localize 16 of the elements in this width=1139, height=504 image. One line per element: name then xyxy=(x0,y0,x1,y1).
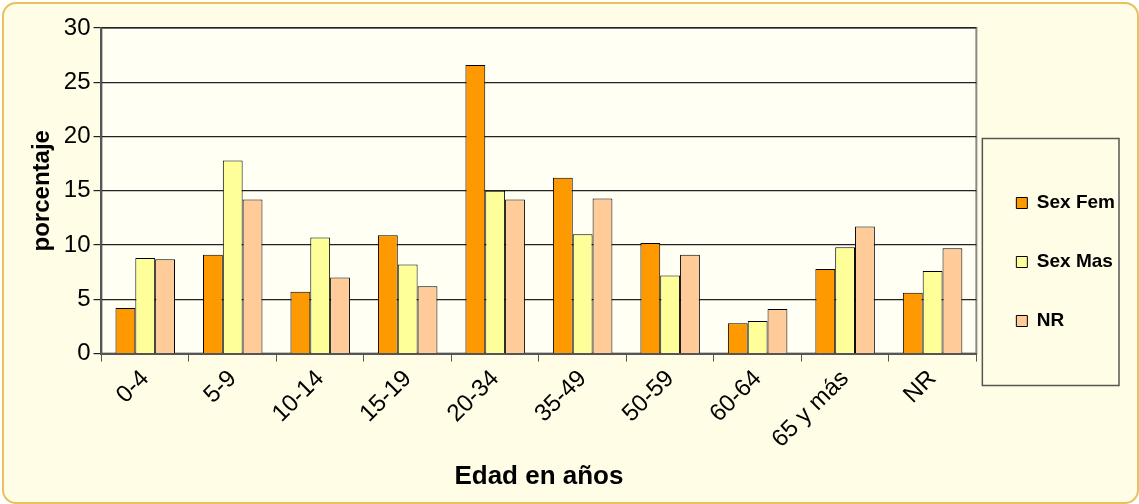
y-tick-label: 0 xyxy=(77,338,91,366)
y-tick-label: 25 xyxy=(63,66,91,94)
y-tick-label: 5 xyxy=(77,283,91,311)
legend-label: Sex Fem xyxy=(1036,191,1115,213)
x-tick-label: 65 y más xyxy=(765,363,854,452)
x-tick-label: 0-4 xyxy=(109,363,154,408)
legend-label: NR xyxy=(1036,309,1065,331)
y-tick-label: 30 xyxy=(63,12,91,40)
y-tick-label: 20 xyxy=(63,121,91,149)
x-axis-title: Edad en años xyxy=(454,459,624,490)
legend-label: Sex Mas xyxy=(1036,250,1113,272)
y-tick-label: 15 xyxy=(63,175,91,203)
x-tick-label: 5-9 xyxy=(197,363,241,408)
x-tick-label: NR xyxy=(897,363,941,408)
y-tick-label: 10 xyxy=(63,229,91,257)
y-axis-title: porcentaje xyxy=(27,130,55,252)
